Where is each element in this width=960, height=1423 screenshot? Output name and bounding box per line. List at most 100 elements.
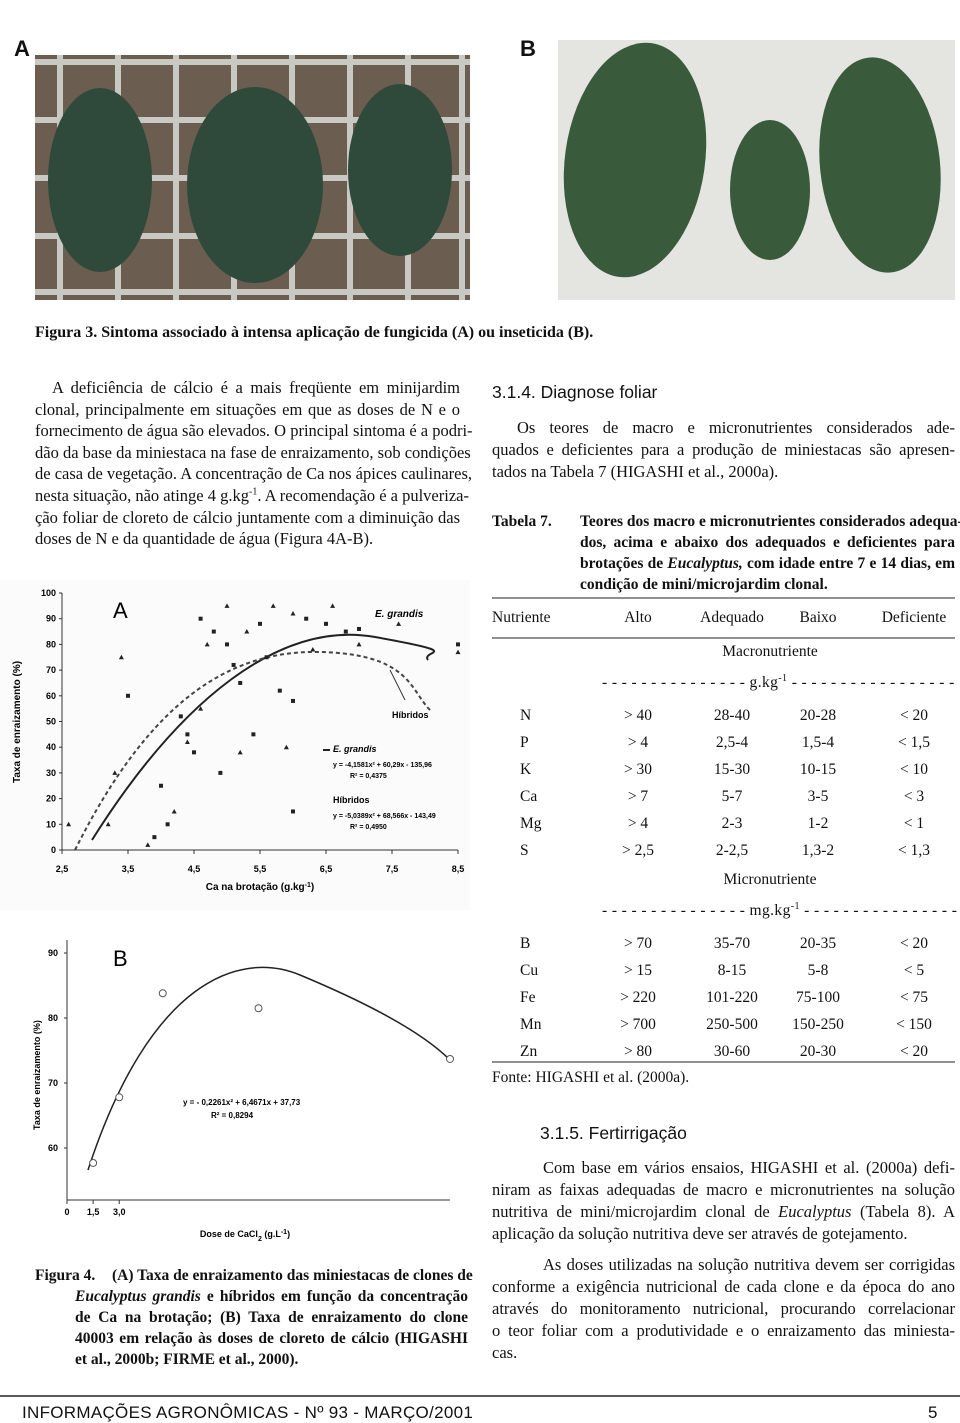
point — [105, 821, 111, 827]
x-tick-label: 4,5 — [188, 864, 201, 874]
y-tick-label: 40 — [46, 742, 56, 752]
text-part: -1 — [778, 672, 788, 684]
point — [237, 749, 243, 755]
table-cell: < 20 — [899, 1043, 929, 1060]
panel-label: A — [113, 598, 128, 623]
x-tick-label: 5,5 — [254, 864, 267, 874]
point — [118, 654, 124, 660]
y-tick-label: 70 — [46, 665, 56, 675]
point — [171, 808, 177, 814]
equation: y = -4,1581x² + 60,29x - 135,96 — [333, 762, 432, 769]
table-cell: 10-15 — [799, 761, 837, 778]
section-title: Macronutriente — [722, 643, 818, 660]
text-line: Eucalyptus grandis e híbridos em função … — [75, 1286, 468, 1308]
point — [192, 750, 196, 755]
point — [204, 641, 210, 647]
photo-a-leaves — [48, 84, 452, 283]
table-cell: 75-100 — [796, 989, 840, 1006]
x-tick-label: 7,5 — [386, 864, 399, 874]
table-cell: < 1,5 — [898, 734, 930, 751]
text-part: . A recomendação é a pulveriza- — [257, 486, 469, 505]
r-squared: R² = 0,4950 — [350, 824, 387, 831]
text-part: ) — [311, 882, 314, 893]
table-cell: Mn — [520, 1016, 542, 1033]
x-axis-label: Dose de CaCl2 (g.L-1) — [200, 1229, 290, 1243]
y-tick-label: 90 — [48, 948, 58, 958]
table-cell: > 40 — [623, 707, 653, 724]
text-line: condição de mini/microjardim clonal. — [580, 576, 828, 593]
table-cell: B — [520, 935, 531, 952]
section-title: Micronutriente — [723, 871, 817, 888]
point — [115, 1093, 124, 1102]
point — [396, 621, 402, 626]
table-cell: 20-30 — [799, 1043, 837, 1060]
x-axis-label: Ca na brotação (g.kg-1) — [206, 882, 314, 894]
source: Fonte: HIGASHI et al. (2000a). — [492, 1069, 690, 1086]
text-part: ) — [287, 1229, 290, 1239]
y-tick-label: 60 — [48, 1143, 58, 1153]
table-cell: Deficiente — [881, 609, 947, 626]
y-axis-label: Taxa de enraizamento (%) — [12, 661, 23, 783]
table-cell: > 15 — [623, 962, 653, 979]
table-cell: 1,3-2 — [801, 842, 835, 859]
text-line: 40003 em relação às doses de cloreto de … — [75, 1330, 468, 1347]
point — [304, 616, 309, 621]
text-line: As doses utilizadas na solução nutritiva… — [543, 1255, 955, 1274]
table-cell: > 7 — [627, 788, 649, 805]
point — [185, 732, 190, 737]
text-part: - - - - - - - - - - - - - - - mg.kg — [602, 902, 791, 919]
text-line: nesta situação, não atinge 4 g.kg-1. A r… — [35, 485, 469, 507]
table-cell: > 2,5 — [622, 842, 654, 859]
table-cell: 1,5-4 — [801, 734, 835, 751]
text-line: A deficiência de cálcio é a mais freqüen… — [52, 378, 460, 397]
caption: Figura 3. Sintoma associado à intensa ap… — [35, 324, 594, 341]
text-part: - - - - - - - - - - - - - - - - — [799, 902, 958, 919]
y-tick-label: 10 — [46, 819, 56, 829]
text-part: nutritiva de mini/microjardim clonal de — [492, 1202, 779, 1221]
point — [330, 603, 336, 608]
text-line: ção foliar de cloreto de cálcio juntamen… — [35, 507, 460, 527]
text-line: brotações de Eucalyptus, com idade entre… — [580, 553, 955, 575]
footer-title: INFORMAÇÕES AGRONÔMICAS - Nº 93 - MARÇO/… — [22, 1403, 474, 1422]
x-tick-label: 3,0 — [113, 1207, 126, 1217]
table-cell: Nutriente — [492, 609, 551, 626]
table-cell: > 30 — [623, 761, 653, 778]
table-cell: > 700 — [620, 1016, 656, 1033]
text-part: Ca na brotação (g.kg — [206, 882, 305, 893]
text-line: et al., 2000b; FIRME et al., 2000). — [75, 1351, 299, 1368]
point — [165, 822, 170, 827]
text-line: de casa de vegetação. A concentração de … — [35, 464, 473, 484]
text-part: Eucalyptus — [778, 1202, 852, 1221]
table-cell: < 75 — [899, 989, 929, 1006]
table-cell: < 1,3 — [898, 842, 930, 859]
y-tick-label: 70 — [48, 1078, 58, 1088]
table-cell: 2,5-4 — [715, 734, 749, 751]
table-cell: 101-220 — [706, 989, 758, 1006]
point — [310, 647, 316, 652]
text-part: brotações de — [580, 555, 668, 572]
table-cell: 15-30 — [713, 761, 751, 778]
label: A — [14, 36, 30, 61]
table-cell: > 4 — [627, 734, 649, 751]
point — [244, 629, 250, 634]
x-tick-label: 1,5 — [87, 1207, 100, 1217]
text-part: -1 — [305, 882, 311, 889]
point — [290, 611, 296, 616]
unit-row: - - - - - - - - - - - - - - - g.kg-1 - -… — [602, 673, 955, 693]
point — [254, 1004, 263, 1013]
table-cell: 1-2 — [807, 815, 829, 832]
table-cell: Mg — [520, 815, 542, 832]
y-tick-label: 20 — [46, 794, 56, 804]
point — [264, 655, 269, 660]
text-line: Teores dos macro e micronutrientes consi… — [580, 513, 960, 530]
text-line: tados na Tabela 7 (HIGASHI et al., 2000a… — [492, 462, 779, 481]
legend-label: Híbridos — [333, 795, 370, 805]
y-tick-label: 30 — [46, 768, 56, 778]
annotation: Híbridos — [392, 710, 429, 720]
unit-row: - - - - - - - - - - - - - - - mg.kg-1 - … — [602, 901, 957, 921]
point — [277, 688, 282, 693]
table-cell: 5-8 — [807, 962, 829, 979]
point — [218, 770, 223, 775]
text-part: Eucalyptus, — [667, 555, 743, 572]
